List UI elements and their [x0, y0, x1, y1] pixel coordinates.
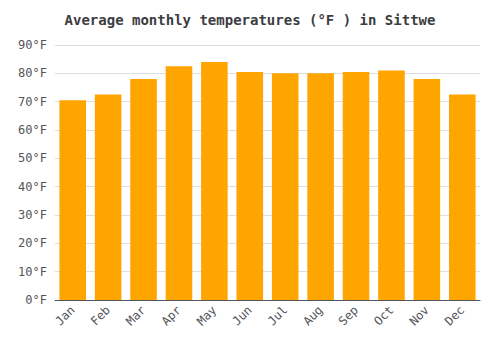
svg-text:Mar: Mar	[123, 303, 148, 328]
svg-text:80°F: 80°F	[18, 66, 47, 80]
svg-text:60°F: 60°F	[18, 123, 47, 137]
svg-text:50°F: 50°F	[18, 151, 47, 165]
svg-text:Dec: Dec	[442, 303, 467, 328]
svg-text:Apr: Apr	[159, 303, 184, 328]
svg-text:Average monthly temperatures (: Average monthly temperatures (°F ) in Si…	[65, 12, 436, 28]
svg-text:Jul: Jul	[265, 303, 290, 328]
svg-text:90°F: 90°F	[18, 38, 47, 52]
svg-text:Feb: Feb	[88, 303, 113, 328]
svg-text:Jun: Jun	[230, 303, 255, 328]
svg-text:30°F: 30°F	[18, 208, 47, 222]
svg-text:Sep: Sep	[336, 303, 361, 328]
svg-text:Aug: Aug	[300, 303, 325, 328]
svg-text:40°F: 40°F	[18, 180, 47, 194]
svg-text:Jan: Jan	[52, 303, 77, 328]
svg-text:0°F: 0°F	[25, 293, 47, 307]
svg-text:70°F: 70°F	[18, 95, 47, 109]
svg-text:May: May	[194, 303, 219, 328]
svg-text:20°F: 20°F	[18, 236, 47, 250]
svg-text:10°F: 10°F	[18, 265, 47, 279]
svg-text:Oct: Oct	[371, 303, 396, 328]
svg-text:Nov: Nov	[407, 303, 432, 328]
